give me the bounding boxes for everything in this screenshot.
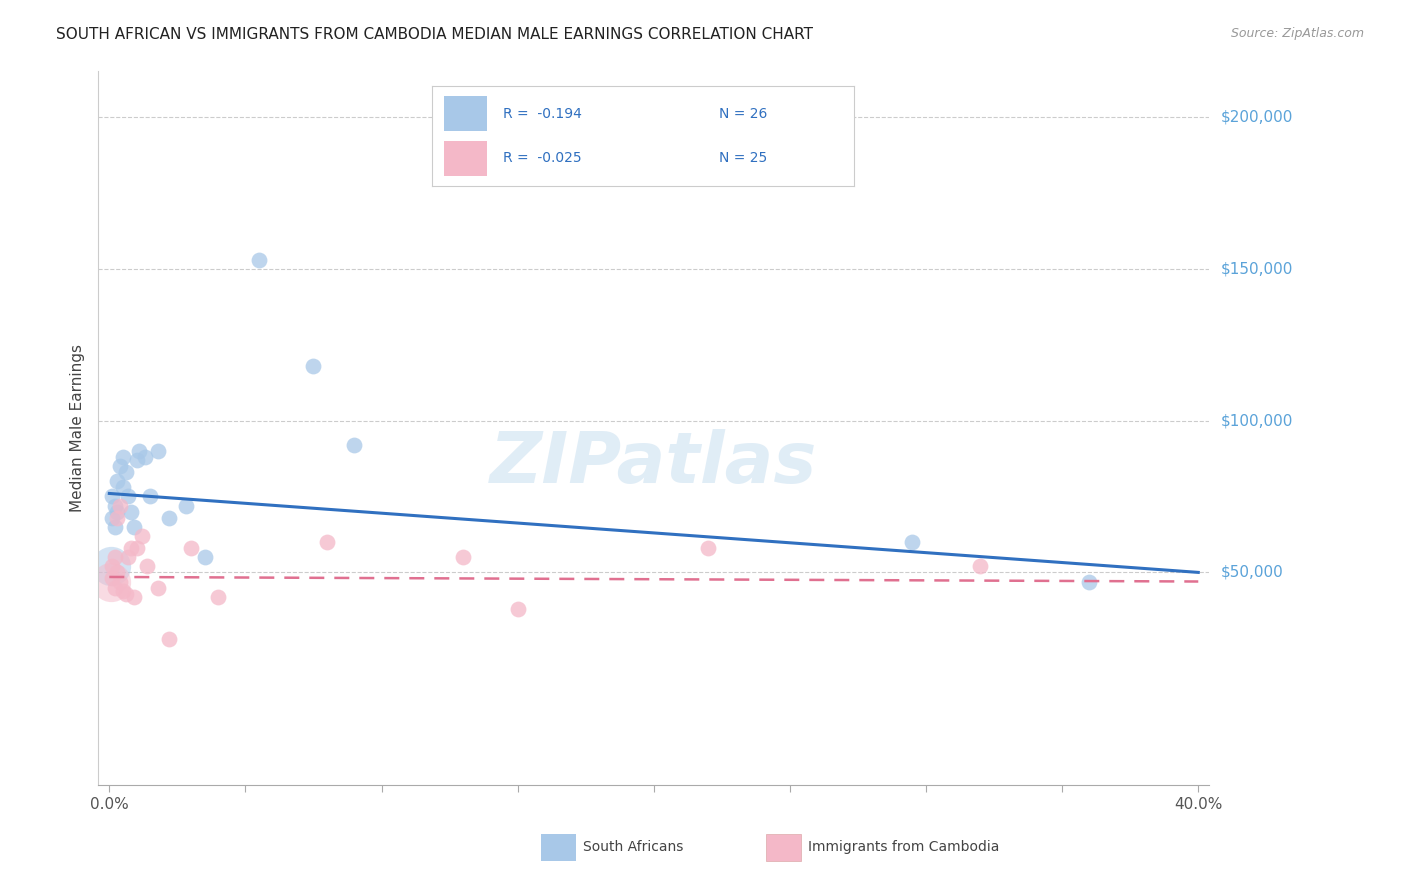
Text: Immigrants from Cambodia: Immigrants from Cambodia: [808, 840, 1000, 855]
Point: [104, 499, 127, 513]
Point: [247, 252, 270, 267]
Point: [111, 480, 134, 494]
Text: Source: ZipAtlas.com: Source: ZipAtlas.com: [1230, 27, 1364, 40]
Point: [316, 535, 339, 549]
Point: [101, 559, 124, 574]
Point: [111, 583, 134, 598]
Point: [101, 510, 124, 524]
Text: ZIPatlas: ZIPatlas: [491, 429, 817, 499]
Point: [114, 587, 136, 601]
Point: [697, 541, 720, 555]
Point: [125, 453, 148, 467]
Text: $50,000: $50,000: [1220, 565, 1284, 580]
Text: $150,000: $150,000: [1220, 261, 1292, 277]
Point: [107, 510, 129, 524]
Point: [148, 444, 170, 458]
Point: [104, 550, 127, 565]
Point: [100, 559, 122, 574]
Point: [111, 450, 134, 464]
Point: [451, 550, 474, 565]
Point: [128, 444, 150, 458]
Point: [343, 438, 366, 452]
Point: [101, 572, 124, 586]
Point: [134, 450, 156, 464]
Point: [148, 581, 170, 595]
Point: [104, 581, 127, 595]
Point: [101, 490, 124, 504]
Point: [901, 535, 924, 549]
Y-axis label: Median Male Earnings: Median Male Earnings: [69, 344, 84, 512]
Point: [108, 499, 131, 513]
Point: [174, 499, 197, 513]
Point: [100, 574, 122, 589]
Point: [117, 490, 139, 504]
Point: [157, 510, 180, 524]
Point: [117, 550, 139, 565]
Point: [207, 590, 229, 604]
Point: [108, 574, 131, 589]
Text: $200,000: $200,000: [1220, 110, 1292, 124]
Text: $100,000: $100,000: [1220, 413, 1292, 428]
Point: [125, 541, 148, 555]
Point: [194, 550, 217, 565]
Point: [157, 632, 180, 647]
Point: [114, 465, 136, 479]
Point: [104, 520, 127, 534]
Point: [136, 559, 159, 574]
Point: [969, 559, 991, 574]
Point: [107, 505, 129, 519]
Point: [122, 590, 145, 604]
Point: [107, 475, 129, 489]
Text: SOUTH AFRICAN VS IMMIGRANTS FROM CAMBODIA MEDIAN MALE EARNINGS CORRELATION CHART: SOUTH AFRICAN VS IMMIGRANTS FROM CAMBODI…: [56, 27, 813, 42]
Text: South Africans: South Africans: [583, 840, 683, 855]
Point: [107, 566, 129, 580]
Point: [108, 459, 131, 474]
Point: [139, 490, 162, 504]
Point: [302, 359, 325, 373]
Point: [120, 505, 142, 519]
Point: [131, 529, 153, 543]
Point: [180, 541, 202, 555]
Point: [120, 541, 142, 555]
Point: [122, 520, 145, 534]
Point: [1078, 574, 1101, 589]
Point: [506, 602, 529, 616]
